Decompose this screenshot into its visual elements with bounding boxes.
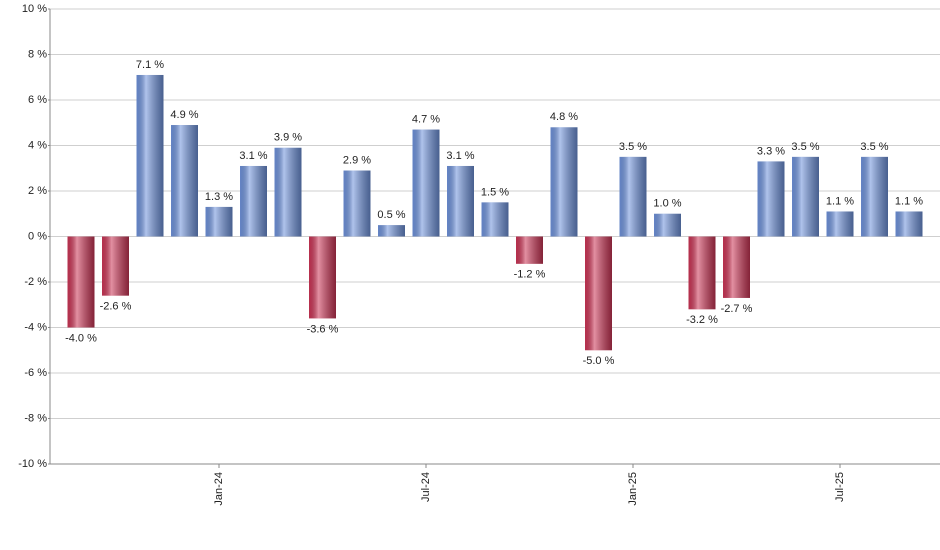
bar — [343, 170, 371, 237]
y-tick-label: 10 % — [22, 3, 47, 15]
bar — [447, 165, 474, 237]
value-label: 3.9 % — [274, 132, 302, 144]
bar — [240, 165, 267, 237]
y-tick-label: 2 % — [28, 185, 47, 197]
value-label: 3.5 % — [791, 141, 819, 153]
y-tick-label: -4 % — [24, 321, 47, 333]
bar — [481, 202, 509, 237]
y-tick-label: 4 % — [28, 139, 47, 151]
value-label: 1.3 % — [205, 191, 233, 203]
value-label: 3.1 % — [446, 150, 474, 162]
x-tick-label: Jul-25 — [834, 472, 846, 502]
value-label: 4.9 % — [170, 109, 198, 121]
value-label: 3.3 % — [757, 145, 785, 157]
y-tick-label: 8 % — [28, 48, 47, 60]
value-label: 1.1 % — [895, 195, 923, 207]
value-label: 7.1 % — [136, 59, 164, 71]
value-label: 1.5 % — [481, 186, 509, 198]
bar — [861, 156, 888, 237]
bar — [412, 129, 440, 237]
bar — [378, 225, 405, 237]
bar — [309, 236, 336, 319]
value-label: -2.7 % — [721, 303, 753, 315]
value-label: 2.9 % — [343, 154, 371, 166]
value-label: -2.6 % — [100, 301, 132, 313]
bar — [550, 127, 578, 237]
bar — [274, 147, 302, 237]
bar — [895, 211, 923, 237]
bar — [516, 236, 543, 264]
bar — [723, 236, 750, 298]
value-label: 3.5 % — [860, 141, 888, 153]
x-tick-label: Jul-24 — [420, 472, 432, 502]
x-tick-label: Jan-25 — [627, 472, 639, 506]
value-label: 3.5 % — [619, 141, 647, 153]
bar — [688, 236, 716, 310]
value-label: -4.0 % — [65, 332, 97, 344]
bar — [826, 211, 854, 237]
value-label: 1.1 % — [826, 195, 854, 207]
bar — [136, 74, 164, 237]
bar — [619, 156, 647, 237]
y-tick-label: -6 % — [24, 367, 47, 379]
value-label: -5.0 % — [583, 355, 615, 367]
value-label: -3.2 % — [686, 314, 718, 326]
bar — [205, 206, 233, 237]
bar — [67, 236, 95, 328]
y-tick-label: -2 % — [24, 276, 47, 288]
value-label: -3.6 % — [307, 323, 339, 335]
bar — [757, 161, 785, 237]
value-label: 4.8 % — [550, 111, 578, 123]
y-tick-label: 0 % — [28, 230, 47, 242]
value-label: -1.2 % — [514, 269, 546, 281]
bar — [792, 156, 819, 237]
value-label: 4.7 % — [412, 113, 440, 125]
value-label: 3.1 % — [239, 150, 267, 162]
bar — [171, 125, 198, 237]
y-tick-label: -10 % — [18, 458, 47, 470]
value-label: 0.5 % — [377, 209, 405, 221]
bar — [102, 236, 129, 296]
value-label: 1.0 % — [653, 198, 681, 210]
bar — [585, 236, 612, 351]
x-tick-label: Jan-24 — [213, 472, 225, 506]
y-tick-label: -8 % — [24, 412, 47, 424]
y-tick-label: 6 % — [28, 94, 47, 106]
bar — [654, 213, 681, 237]
